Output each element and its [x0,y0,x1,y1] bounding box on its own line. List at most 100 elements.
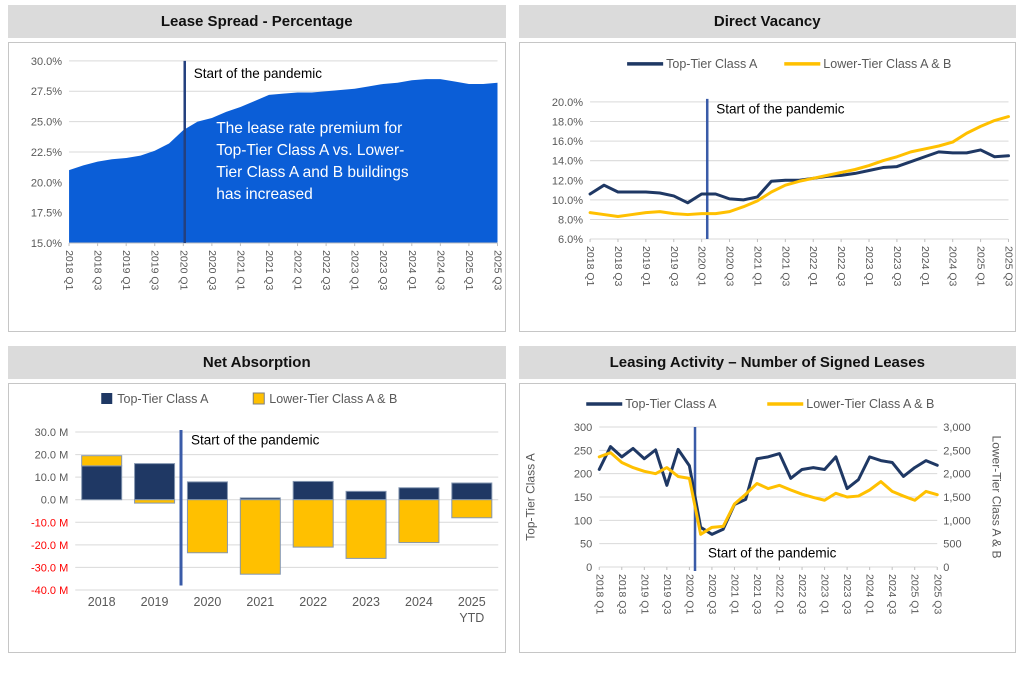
svg-text:2025 Q1: 2025 Q1 [908,574,920,614]
svg-text:3,000: 3,000 [943,422,971,434]
leasing-activity-chart: Top-Tier Class A Lower-Tier Class A & B 30… [523,397,1003,614]
svg-text:2019 Q3: 2019 Q3 [660,574,672,614]
direct-vacancy-chart: Top-Tier Class A Lower-Tier Class A & B 20… [551,57,1014,287]
svg-text:2021 Q3: 2021 Q3 [263,250,275,290]
svg-text:250: 250 [573,445,591,457]
svg-text:2018 Q3: 2018 Q3 [611,246,623,286]
svg-text:2023 Q3: 2023 Q3 [890,246,902,286]
svg-text:2025 Q1: 2025 Q1 [974,246,986,286]
svg-text:Start of the pandemic: Start of the pandemic [708,546,837,561]
svg-text:17.5%: 17.5% [31,208,62,220]
net-absorption-chart: Top-Tier Class A Lower-Tier Class A & B 30… [31,392,499,625]
svg-text:Top-Tier Class A: Top-Tier Class A [666,57,758,71]
svg-text:2024 Q3: 2024 Q3 [886,574,898,614]
svg-text:2020 Q3: 2020 Q3 [705,574,717,614]
svg-text:2024: 2024 [405,595,433,609]
svg-text:2,500: 2,500 [943,445,971,457]
svg-text:2018 Q3: 2018 Q3 [615,574,627,614]
svg-text:2024 Q1: 2024 Q1 [406,250,418,290]
svg-text:The lease rate premium for: The lease rate premium for [216,120,402,137]
svg-text:500: 500 [943,539,961,551]
svg-text:2021 Q1: 2021 Q1 [751,246,763,286]
svg-text:Start of the pandemic: Start of the pandemic [194,66,323,81]
svg-text:Top-Tier Class A: Top-Tier Class A [523,453,537,541]
svg-text:Top-Tier Class A vs. Lower-: Top-Tier Class A vs. Lower- [216,142,404,159]
direct-vacancy-title: Direct Vacancy [518,5,1016,38]
svg-text:2021: 2021 [246,595,274,609]
svg-text:12.0%: 12.0% [551,175,582,187]
svg-text:2021 Q1: 2021 Q1 [728,574,740,614]
svg-text:Top-Tier Class A: Top-Tier Class A [117,392,209,406]
svg-text:6.0%: 6.0% [557,234,582,246]
lease-spread-chart-frame: 30.0% 27.5% 25.0% 22.5% 20.0% 17.5% 15.0% Start… [8,42,506,332]
svg-text:100: 100 [573,515,591,527]
svg-text:2018 Q1: 2018 Q1 [584,246,596,286]
svg-text:2022 Q3: 2022 Q3 [320,250,332,290]
svg-text:Lower-Tier Class A & B: Lower-Tier Class A & B [823,57,951,71]
svg-text:25.0%: 25.0% [31,117,62,129]
svg-text:0: 0 [943,562,949,574]
svg-text:2023 Q1: 2023 Q1 [863,246,875,286]
svg-text:30.0 M: 30.0 M [35,427,69,439]
svg-text:2023 Q1: 2023 Q1 [818,574,830,614]
net-absorption-title: Net Absorption [8,346,506,379]
svg-text:2025 Q1: 2025 Q1 [463,250,475,290]
svg-text:20.0 M: 20.0 M [35,450,69,462]
svg-text:0.0 M: 0.0 M [41,495,69,507]
svg-text:20.0%: 20.0% [551,97,582,109]
svg-text:8.0%: 8.0% [557,214,582,226]
svg-text:2019 Q3: 2019 Q3 [667,246,679,286]
net-absorption-panel: Net Absorption Top-Tier Class A Lower-Tie… [8,346,506,653]
svg-text:2022 Q1: 2022 Q1 [773,574,785,614]
svg-text:Lower-Tier Class A & B: Lower-Tier Class A & B [989,436,1003,559]
svg-text:2024 Q1: 2024 Q1 [918,246,930,286]
svg-text:150: 150 [573,492,591,504]
svg-text:2021 Q3: 2021 Q3 [750,574,762,614]
svg-text:2019 Q1: 2019 Q1 [120,250,132,290]
svg-text:2019: 2019 [141,595,169,609]
svg-text:2022: 2022 [299,595,327,609]
svg-text:Tier Class A and B buildings: Tier Class A and B buildings [216,164,409,181]
svg-text:20.0%: 20.0% [31,177,62,189]
svg-text:2024 Q3: 2024 Q3 [946,246,958,286]
direct-vacancy-chart-frame: Top-Tier Class A Lower-Tier Class A & B 20… [518,42,1016,332]
svg-text:-20.0 M: -20.0 M [31,540,68,552]
svg-text:30.0%: 30.0% [31,56,62,68]
svg-text:2020 Q3: 2020 Q3 [723,246,735,286]
leasing-activity-title: Leasing Activity – Number of Signed Leas… [518,346,1016,379]
svg-text:Start of the pandemic: Start of the pandemic [191,432,320,447]
svg-text:2020 Q1: 2020 Q1 [695,246,707,286]
svg-text:2023 Q1: 2023 Q1 [349,250,361,290]
svg-text:300: 300 [573,422,591,434]
svg-text:1,500: 1,500 [943,492,971,504]
svg-text:Top-Tier Class A: Top-Tier Class A [625,397,717,411]
svg-text:2022 Q3: 2022 Q3 [835,246,847,286]
svg-text:2021 Q1: 2021 Q1 [234,250,246,290]
svg-text:2019 Q1: 2019 Q1 [639,246,651,286]
svg-text:Lower-Tier Class A & B: Lower-Tier Class A & B [806,397,934,411]
svg-text:2025 Q3: 2025 Q3 [1002,246,1014,286]
svg-text:2018: 2018 [88,595,116,609]
direct-vacancy-panel: Direct Vacancy Top-Tier Class A Lower-Tie… [518,5,1016,332]
svg-text:2023 Q3: 2023 Q3 [841,574,853,614]
svg-text:14.0%: 14.0% [551,156,582,168]
svg-text:2020 Q1: 2020 Q1 [683,574,695,614]
svg-text:27.5%: 27.5% [31,86,62,98]
svg-text:2018 Q1: 2018 Q1 [593,574,605,614]
svg-text:-10.0 M: -10.0 M [31,517,68,529]
svg-text:10.0 M: 10.0 M [35,472,69,484]
svg-text:2024 Q3: 2024 Q3 [434,250,446,290]
leasing-activity-panel: Leasing Activity – Number of Signed Leas… [518,346,1016,653]
svg-text:Start of the pandemic: Start of the pandemic [716,102,845,117]
svg-text:2022 Q1: 2022 Q1 [807,246,819,286]
svg-text:-40.0 M: -40.0 M [31,585,68,597]
svg-text:2021 Q3: 2021 Q3 [779,246,791,286]
svg-text:2022 Q1: 2022 Q1 [292,250,304,290]
svg-text:2019 Q1: 2019 Q1 [638,574,650,614]
svg-text:2,000: 2,000 [943,469,971,481]
svg-text:15.0%: 15.0% [31,238,62,250]
lease-spread-panel: Lease Spread - Percentage 30.0% 27.5% 25.0… [8,5,506,332]
svg-text:2018 Q3: 2018 Q3 [92,250,104,290]
svg-text:2020: 2020 [194,595,222,609]
svg-text:16.0%: 16.0% [551,136,582,148]
